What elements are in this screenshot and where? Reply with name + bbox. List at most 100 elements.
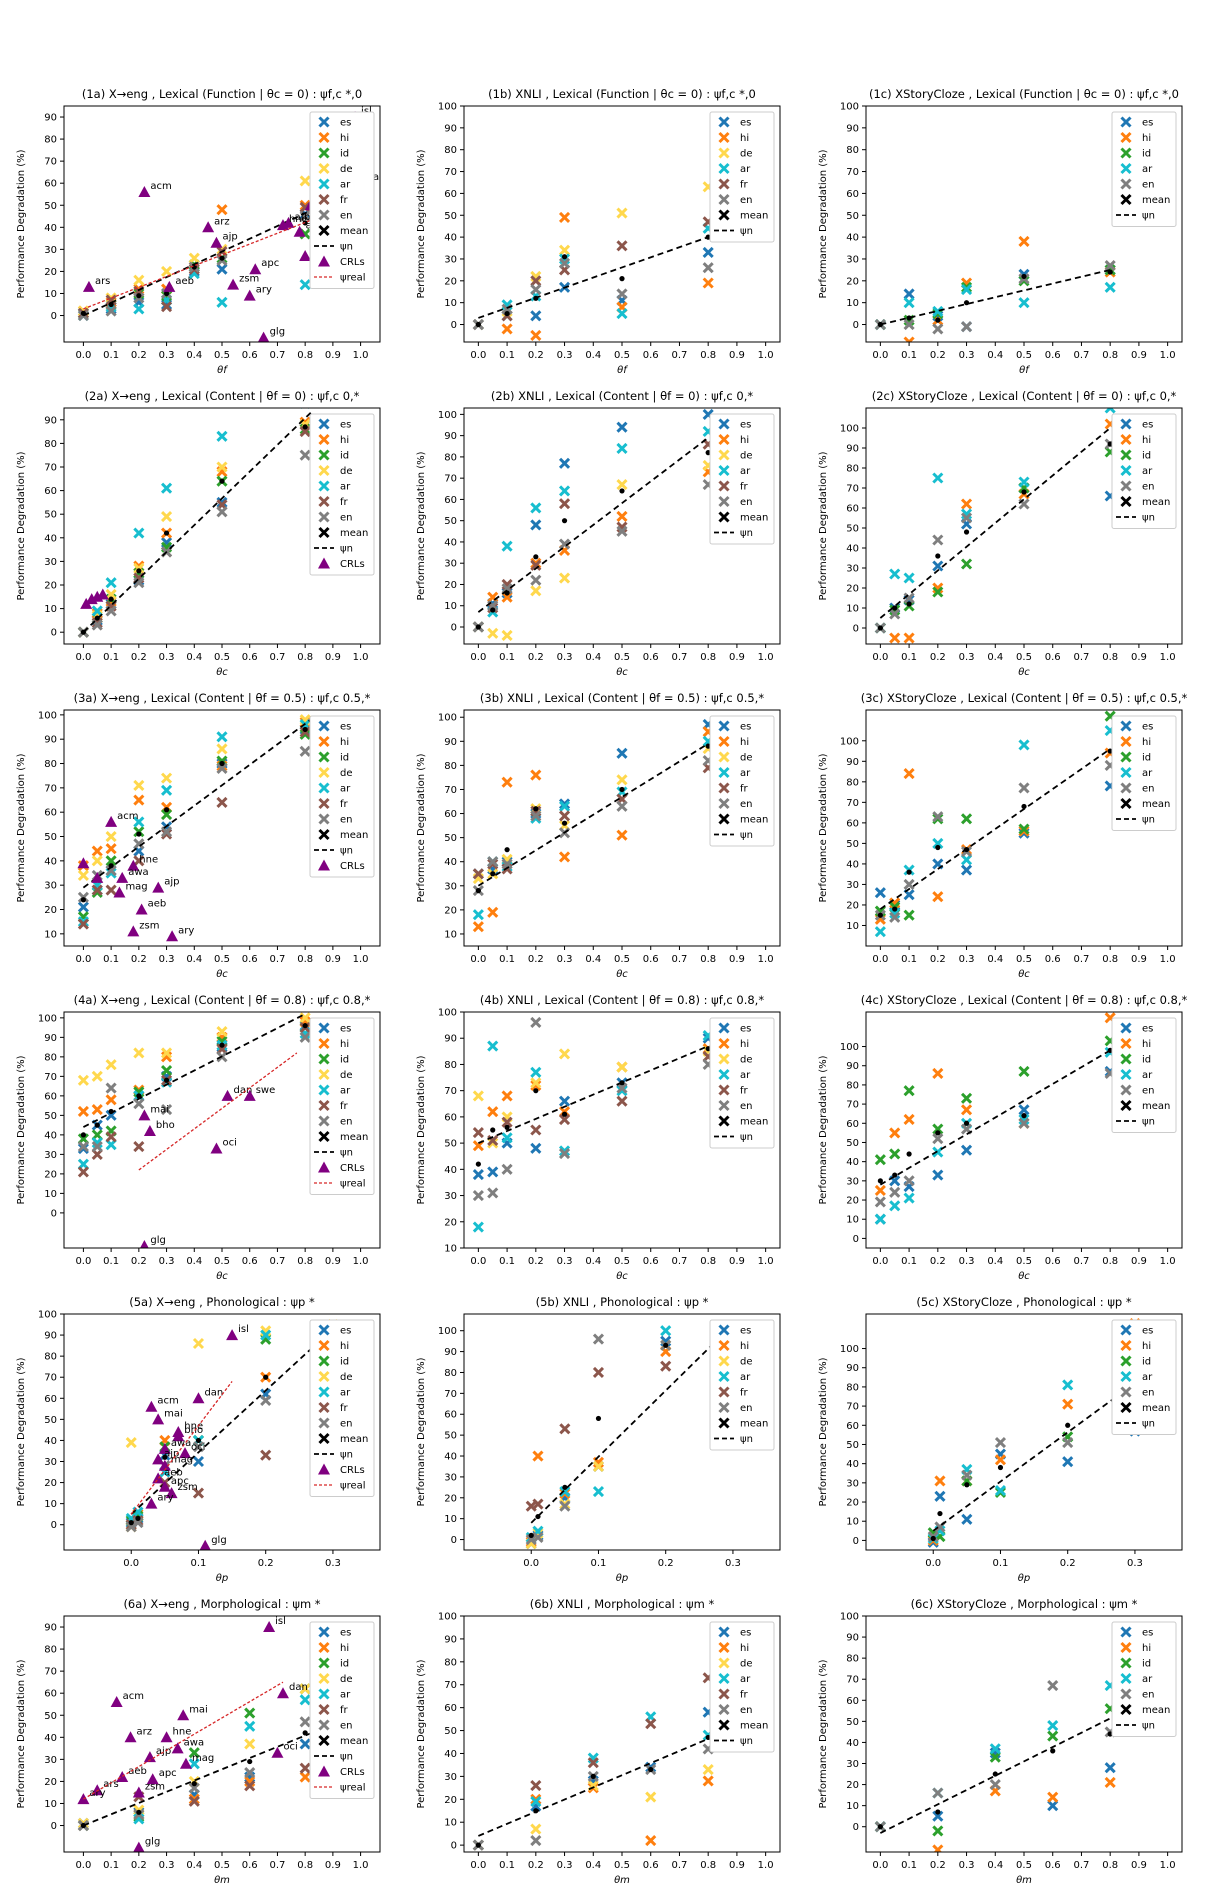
- point-de: [105, 588, 117, 601]
- y-tick-label: 100: [38, 1013, 57, 1024]
- x-tick-label: 0.2: [930, 1256, 946, 1267]
- legend-label: fr: [740, 1388, 749, 1399]
- x-tick-label: 0.9: [729, 652, 745, 663]
- point-ar: [1104, 408, 1116, 414]
- legend-label: de: [340, 164, 353, 175]
- legend-label: hi: [340, 435, 349, 446]
- legend-label: en: [340, 1117, 353, 1128]
- legend-marker-id: [318, 147, 330, 159]
- y-tick-label: 70: [444, 1389, 457, 1400]
- x-tick-label: 0.6: [643, 954, 659, 965]
- point-de: [77, 869, 89, 882]
- point-de: [558, 572, 571, 584]
- legend-marker-en: [318, 511, 330, 523]
- legend-marker-hi: [718, 1037, 730, 1050]
- mean-point: [490, 607, 496, 613]
- x-tick-label: 0.2: [131, 350, 147, 361]
- mean-point: [906, 601, 912, 607]
- legend-marker-mean: [718, 511, 730, 523]
- x-tick-label: 0.8: [1102, 1256, 1118, 1267]
- point-es: [530, 1142, 542, 1154]
- mean-point: [475, 1842, 481, 1848]
- point-de: [105, 830, 117, 843]
- crl-label: ary: [89, 1788, 105, 1799]
- x-tick-label: 0.2: [258, 1558, 274, 1569]
- crl-marker: [221, 1089, 234, 1101]
- legend-label: mean: [1142, 497, 1170, 508]
- mean-point: [504, 310, 510, 317]
- x-tick-label: 0.1: [901, 652, 917, 663]
- x-tick-label: 0.3: [159, 1256, 175, 1267]
- point-ar: [558, 800, 571, 812]
- mean-point: [937, 1510, 943, 1517]
- y-tick-label: 20: [846, 276, 859, 287]
- legend-label: ψn: [340, 1450, 353, 1461]
- y-tick-label: 30: [444, 1772, 457, 1783]
- point-en: [299, 210, 311, 222]
- legend-marker-de: [318, 1068, 330, 1081]
- point-ar: [616, 442, 628, 454]
- point-es: [487, 1166, 499, 1178]
- x-tick-label: 0.7: [1074, 1256, 1090, 1267]
- legend-marker-id: [318, 751, 330, 763]
- y-tick-label: 60: [44, 1689, 57, 1700]
- point-de: [216, 1025, 228, 1038]
- legend-marker-hi: [318, 131, 330, 144]
- legend-marker-ar: [718, 766, 730, 779]
- psi-n-line: [879, 1688, 1169, 1834]
- legend-marker-crl: [318, 1463, 330, 1475]
- mean-point: [877, 912, 883, 918]
- point-id: [960, 813, 973, 825]
- x-tick-label: 0.2: [930, 652, 946, 663]
- legend-label: de: [740, 1659, 753, 1670]
- x-tick-label: 0.6: [643, 652, 659, 663]
- legend-label: ar: [740, 768, 751, 779]
- mean-point: [1021, 489, 1027, 495]
- x-tick-label: 0.9: [325, 652, 341, 663]
- chart-5c: (5c) XStoryCloze , Phonological : ψp * Pe…: [818, 1295, 1183, 1584]
- y-tick-label: 70: [444, 1086, 457, 1097]
- crl-label: ary: [178, 925, 194, 936]
- mean-point: [561, 820, 568, 826]
- legend-marker-de: [718, 449, 730, 461]
- x-tick-label: 0.8: [1102, 954, 1118, 965]
- x-tick-label: 0.8: [1102, 350, 1118, 361]
- y-tick-label: 80: [846, 145, 859, 156]
- legend-marker-en: [718, 1401, 730, 1414]
- y-tick-label: 60: [444, 1410, 457, 1421]
- psi-n-line: [82, 412, 312, 633]
- x-tick-label: 0.1: [901, 954, 917, 965]
- x-tick-label: 1.0: [758, 350, 774, 361]
- legend-label: ψn: [740, 528, 753, 539]
- point-hi: [91, 845, 103, 857]
- y-tick-label: 50: [44, 1415, 57, 1426]
- legend-marker-hi: [1120, 1641, 1132, 1654]
- x-tick-label: 0.6: [242, 652, 258, 663]
- x-tick-label: 0.0: [470, 1860, 486, 1871]
- point-de: [125, 1436, 137, 1449]
- point-de: [487, 627, 499, 639]
- mean-point: [302, 1023, 308, 1029]
- crl-marker: [177, 1709, 190, 1721]
- chart-4b: (4b) XNLI , Lexical (Content | θf = 0.8)…: [416, 993, 781, 1282]
- psi-n-line: [932, 1382, 1136, 1532]
- x-tick-label: 0.3: [959, 1256, 975, 1267]
- point-en: [299, 1031, 311, 1043]
- y-tick-label: 20: [444, 1795, 457, 1806]
- legend-label: ψn: [1142, 815, 1155, 826]
- legend-label: hi: [340, 1341, 349, 1352]
- x-tick-label: 1.0: [353, 350, 369, 361]
- crl-marker: [276, 219, 289, 231]
- point-en: [132, 1517, 144, 1529]
- point-de: [133, 1047, 145, 1059]
- y-tick-label: 100: [438, 713, 457, 724]
- y-tick-label: 80: [44, 135, 57, 146]
- point-en: [874, 1196, 886, 1208]
- y-tick-label: 10: [846, 298, 859, 309]
- crl-label: aeb: [164, 1467, 183, 1478]
- crl-label: dan: [289, 1682, 308, 1693]
- mean-point: [648, 1766, 654, 1773]
- x-tick-label: 0.3: [959, 652, 975, 663]
- mean-point: [128, 1520, 134, 1526]
